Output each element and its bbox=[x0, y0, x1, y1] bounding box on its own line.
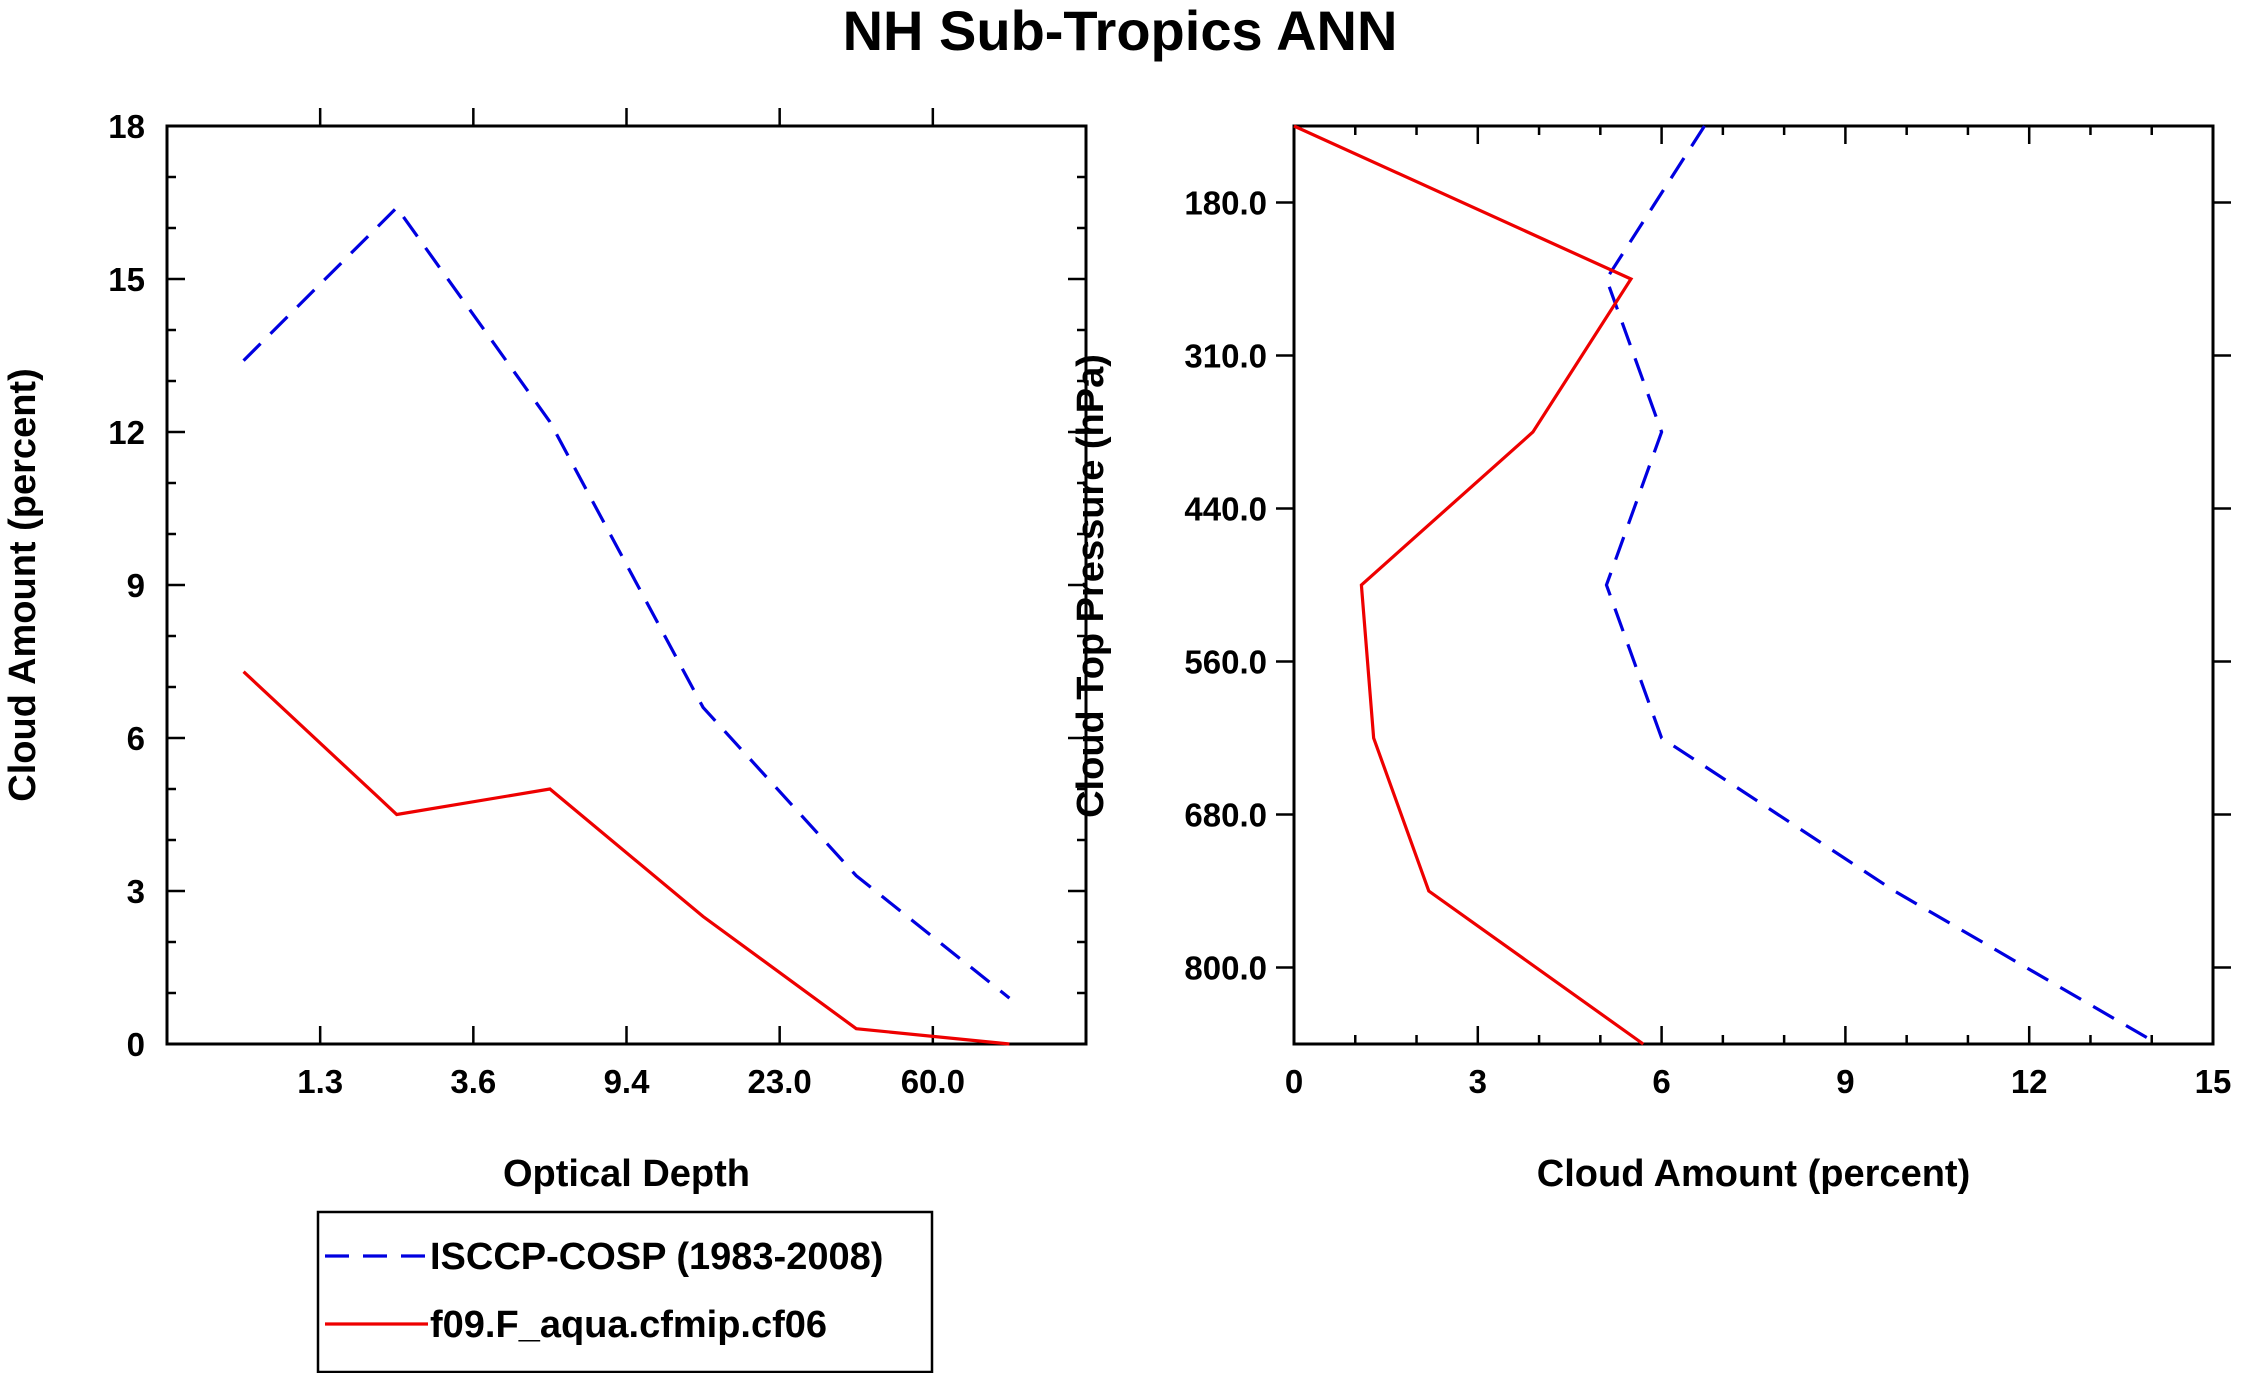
left-y-tick-label: 9 bbox=[127, 567, 145, 604]
left-y-tick-label: 18 bbox=[108, 108, 145, 145]
right-x-tick-label: 0 bbox=[1285, 1063, 1303, 1100]
right-series-model bbox=[1293, 124, 1645, 1046]
right-series-obs bbox=[1604, 125, 2159, 1046]
right-x-tick-label: 6 bbox=[1652, 1063, 1670, 1100]
legend-box bbox=[316, 1210, 934, 1373]
left-x-tick-label: 3.6 bbox=[450, 1063, 496, 1100]
right-y-tick-label: 440.0 bbox=[1184, 491, 1267, 528]
left-y-tick-label: 6 bbox=[127, 720, 145, 757]
cloud-top-pressure-panel: 0 3 6 9 12 15 180.0 310.0 440.0 560.0 680.0 800.0 Cl… bbox=[1070, 124, 2232, 1195]
legend: ISCCP-COSP (1983-2008) f09.F_aqua.cfmip.… bbox=[316, 1210, 934, 1373]
optical-depth-panel: 0 3 6 9 12 15 18 1.3 3.6 9.4 23.0 60.0 Optical Depth… bbox=[2, 108, 1088, 1195]
right-x-tick-label: 9 bbox=[1836, 1063, 1854, 1100]
legend-label-obs: ISCCP-COSP (1983-2008) bbox=[430, 1236, 883, 1278]
right-y-tick-label: 310.0 bbox=[1184, 338, 1267, 375]
figure-title: NH Sub-Tropics ANN bbox=[843, 0, 1398, 62]
left-x-tick-label: 1.3 bbox=[297, 1063, 343, 1100]
right-x-tick-label: 15 bbox=[2195, 1063, 2232, 1100]
left-x-axis-label: Optical Depth bbox=[503, 1153, 750, 1195]
right-y-tick-label: 180.0 bbox=[1184, 185, 1267, 222]
right-y-axis-label: Cloud Top Pressure (hPa) bbox=[1070, 354, 1112, 818]
left-plot-frame bbox=[165, 124, 1088, 1046]
left-series-obs bbox=[242, 205, 1011, 1000]
right-y-tick-label: 560.0 bbox=[1184, 644, 1267, 681]
legend-label-model: f09.F_aqua.cfmip.cf06 bbox=[430, 1304, 827, 1346]
left-y-tick-label: 12 bbox=[108, 414, 145, 451]
right-y-tick-label: 800.0 bbox=[1184, 950, 1267, 987]
right-plot-frame bbox=[1292, 124, 2215, 1046]
left-y-tick-label: 15 bbox=[108, 261, 145, 298]
left-y-tick-label: 0 bbox=[127, 1026, 145, 1063]
right-y-tick-label: 680.0 bbox=[1184, 797, 1267, 834]
right-x-axis-label: Cloud Amount (percent) bbox=[1537, 1153, 1970, 1195]
left-y-axis-label: Cloud Amount (percent) bbox=[2, 368, 44, 801]
left-y-tick-label: 3 bbox=[127, 873, 145, 910]
left-series-model bbox=[242, 670, 1010, 1046]
left-x-tick-label: 23.0 bbox=[748, 1063, 812, 1100]
left-x-tick-label: 60.0 bbox=[901, 1063, 965, 1100]
right-x-tick-label: 3 bbox=[1469, 1063, 1487, 1100]
right-x-tick-label: 12 bbox=[2011, 1063, 2048, 1100]
left-x-tick-label: 9.4 bbox=[604, 1063, 651, 1100]
